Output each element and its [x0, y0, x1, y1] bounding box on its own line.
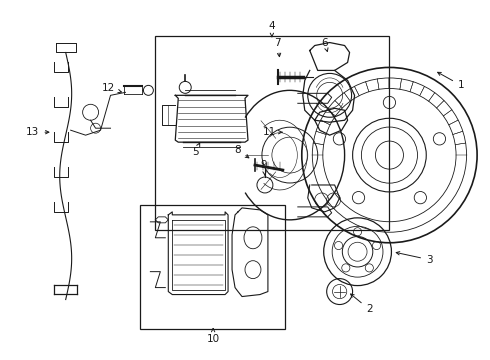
Text: 12: 12 [102, 84, 122, 93]
Text: 10: 10 [207, 328, 220, 345]
Bar [141, 205, 285, 329]
Text: 6: 6 [321, 37, 328, 51]
Text: 1: 1 [438, 72, 465, 90]
Text: 11: 11 [263, 127, 282, 137]
Bar [155, 36, 390, 230]
Text: 4: 4 [269, 21, 275, 37]
Text: 3: 3 [396, 252, 433, 265]
Text: 13: 13 [26, 127, 49, 137]
Text: 9: 9 [261, 160, 267, 176]
Text: 8: 8 [235, 145, 249, 158]
Text: 5: 5 [192, 143, 200, 157]
Text: 2: 2 [351, 294, 373, 315]
Text: 7: 7 [274, 37, 281, 57]
